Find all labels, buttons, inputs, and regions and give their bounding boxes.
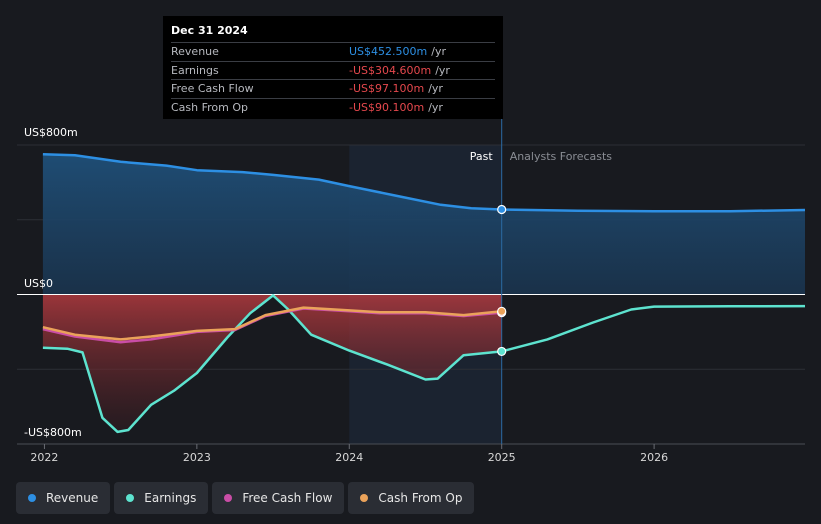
legend-item-earnings[interactable]: Earnings bbox=[114, 482, 209, 514]
legend-dot-icon bbox=[28, 494, 36, 502]
x-tick-label: 2023 bbox=[183, 451, 211, 464]
past-label: Past bbox=[470, 150, 494, 163]
legend-label: Cash From Op bbox=[378, 491, 463, 505]
earnings-marker[interactable] bbox=[497, 346, 507, 357]
y-label-bottom: -US$800m bbox=[24, 426, 82, 439]
tooltip-label: Earnings bbox=[171, 63, 219, 77]
legend-dot-icon bbox=[224, 494, 233, 502]
tooltip-value: -US$304.600m/yr bbox=[349, 63, 450, 77]
x-tick-label: 2024 bbox=[335, 451, 363, 464]
tooltip-value: US$452.500m/yr bbox=[349, 45, 446, 58]
tooltip-value: -US$90.100m/yr bbox=[349, 100, 443, 114]
x-tick-label: 2025 bbox=[488, 451, 516, 464]
tooltip-row: Earnings -US$304.600m/yr bbox=[171, 60, 495, 80]
tooltip-label: Free Cash Flow bbox=[171, 82, 254, 95]
x-tick-label: 2022 bbox=[30, 451, 58, 464]
tooltip-label: Revenue bbox=[171, 45, 219, 58]
legend-label: Revenue bbox=[46, 491, 99, 505]
legend-label: Free Cash Flow bbox=[242, 491, 333, 505]
y-label-top: US$800m bbox=[24, 126, 78, 139]
tooltip-date: Dec 31 2024 bbox=[171, 24, 248, 37]
earnings-line bbox=[42, 294, 806, 434]
tooltip-value: -US$97.100m/yr bbox=[349, 82, 443, 95]
revenue-line bbox=[42, 153, 806, 213]
legend-dot-icon bbox=[126, 494, 135, 502]
tooltip-label: Cash From Op bbox=[171, 100, 249, 114]
tooltip-row: Free Cash Flow -US$97.100m/yr bbox=[171, 79, 495, 98]
y-label-zero: US$0 bbox=[24, 277, 53, 290]
x-tick-label: 2026 bbox=[640, 451, 668, 464]
tooltip-row: Cash From Op -US$90.100m/yr bbox=[171, 97, 495, 117]
tooltip-row: Revenue US$452.500m/yr bbox=[171, 42, 495, 61]
cash-from-op-marker[interactable] bbox=[497, 306, 507, 316]
earnings-negative-area bbox=[42, 294, 502, 432]
legend-dot-icon bbox=[360, 494, 369, 502]
legend-item-revenue[interactable]: Revenue bbox=[16, 482, 111, 514]
legend-label: Earnings bbox=[144, 491, 197, 505]
legend-item-free-cash-flow[interactable]: Free Cash Flow bbox=[212, 482, 345, 514]
cash-from-op-line bbox=[42, 306, 502, 341]
tooltip: Dec 31 2024 Revenue US$452.500m/yr Earning… bbox=[163, 16, 503, 119]
forecast-label: Analysts Forecasts bbox=[510, 150, 613, 163]
revenue-area bbox=[42, 154, 805, 295]
revenue-marker[interactable] bbox=[497, 204, 507, 215]
legend: Revenue Earnings Free Cash Flow Cash From O… bbox=[16, 482, 475, 514]
legend-item-cash-from-op[interactable]: Cash From Op bbox=[348, 482, 475, 514]
